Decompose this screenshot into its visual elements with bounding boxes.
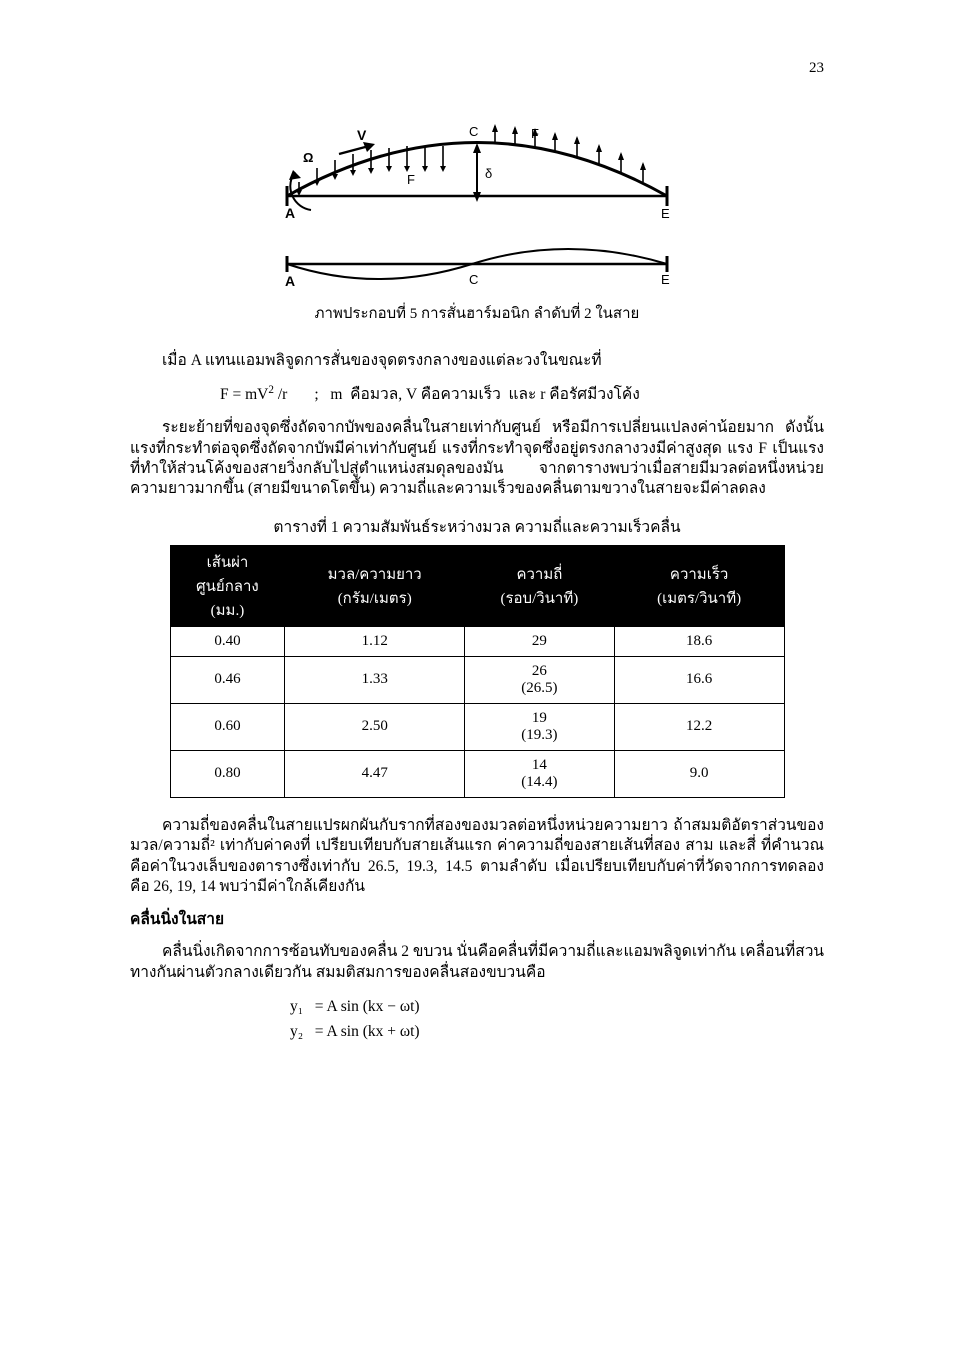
eq-f: F bbox=[220, 387, 229, 404]
table-1: ตารางที่ 1 ความสัมพันธ์ระหว่างมวล ความถี… bbox=[130, 514, 824, 798]
label-a-upper: A bbox=[285, 205, 295, 221]
table-cell: 1.12 bbox=[285, 626, 465, 656]
paragraph-4: ความถี่ของคลื่นในสายแปรผกผันกับรากที่สอง… bbox=[130, 816, 824, 898]
paragraph-5: คลื่นนิ่งเกิดจากการซ้อนทับของคลื่น 2 ขบว… bbox=[130, 942, 824, 983]
eq-y1-rhs: = A sin (kx − ωt) bbox=[315, 998, 420, 1015]
table-cell: 19(19.3) bbox=[465, 703, 615, 750]
paragraph-1: เมื่อ A แทนแอมพลิจูดการสั่นของจุดตรงกลาง… bbox=[130, 351, 824, 371]
table-cell: 18.6 bbox=[614, 626, 784, 656]
table-cell: 14(14.4) bbox=[465, 750, 615, 797]
label-v: V bbox=[357, 127, 367, 143]
label-e-lower: E bbox=[661, 272, 670, 287]
table-cell: 0.80 bbox=[170, 750, 285, 797]
table-row: 0.60 2.50 19(19.3) 12.2 bbox=[170, 703, 784, 750]
label-omega: Ω bbox=[303, 150, 313, 165]
table-h2: มวล/ความยาว bbox=[328, 567, 422, 583]
table-cell: 4.47 bbox=[285, 750, 465, 797]
label-f-right: F bbox=[531, 126, 539, 141]
eq-y1-label: y₁ bbox=[290, 998, 303, 1015]
page-number: 23 bbox=[809, 60, 824, 77]
table-cell: 29 bbox=[465, 626, 615, 656]
table-cell: 16.6 bbox=[614, 656, 784, 703]
table-cell: 0.46 bbox=[170, 656, 285, 703]
section-heading: คลื่นนิ่งในสาย bbox=[130, 910, 824, 930]
left-down-arrows bbox=[296, 146, 446, 196]
table-h4: ความเร็ว bbox=[670, 567, 728, 583]
paragraph-3: ระยะย้ายที่ของจุดซึ่งถัดจากบัพของคลื่นใน… bbox=[130, 418, 824, 500]
eq-mv2: mV bbox=[245, 387, 268, 404]
label-c-upper: C bbox=[469, 124, 478, 139]
table-cell: 12.2 bbox=[614, 703, 784, 750]
table-u1: (มม.) bbox=[211, 603, 245, 619]
figure-5-lower: A C E bbox=[277, 242, 677, 297]
eq-y2-label: y₂ bbox=[290, 1023, 303, 1040]
table-row: 0.80 4.47 14(14.4) 9.0 bbox=[170, 750, 784, 797]
table-row: 0.46 1.33 26(26.5) 16.6 bbox=[170, 656, 784, 703]
label-c-lower: C bbox=[469, 272, 478, 287]
eq-over-r: /r bbox=[278, 387, 287, 404]
table-row: 0.40 1.12 29 18.6 bbox=[170, 626, 784, 656]
table-u3: (รอบ/วินาที) bbox=[501, 591, 579, 607]
table-cell: 0.60 bbox=[170, 703, 285, 750]
table-cell: 2.50 bbox=[285, 703, 465, 750]
label-f-left: F bbox=[407, 172, 415, 187]
label-a-lower: A bbox=[285, 273, 295, 289]
eq-legend: ; m คือมวล, V คือความเร็ว และ r คือรัศมี… bbox=[291, 387, 640, 404]
equation-f-centripetal: F = mV2 /r ; m คือมวล, V คือความเร็ว และ… bbox=[130, 383, 824, 406]
table-u4: (เมตร/วินาที) bbox=[657, 591, 741, 607]
table-cell: 0.40 bbox=[170, 626, 285, 656]
table-cell: 1.33 bbox=[285, 656, 465, 703]
table-1-title: ตารางที่ 1 ความสัมพันธ์ระหว่างมวล ความถี… bbox=[130, 514, 824, 539]
label-e-upper: E bbox=[661, 206, 670, 221]
table-header-row: เส้นผ่าศูนย์กลาง (มม.) มวล/ความยาว (กรัม… bbox=[170, 545, 784, 626]
wave-equations: y₁ = A sin (kx − ωt) y₂ = A sin (kx + ωt… bbox=[290, 995, 824, 1045]
table-h3: ความถี่ bbox=[516, 567, 562, 583]
table-h1: เส้นผ่าศูนย์กลาง bbox=[196, 555, 259, 595]
table-u2: (กรัม/เมตร) bbox=[338, 591, 412, 607]
figure-5-caption: ภาพประกอบที่ 5 การสั่นฮาร์มอนิก ลำดับที่… bbox=[130, 301, 824, 325]
eq-y2-rhs: = A sin (kx + ωt) bbox=[315, 1023, 420, 1040]
label-delta: δ bbox=[485, 166, 492, 181]
figure-5-upper: Ω V F C F δ A E bbox=[277, 124, 677, 234]
table-cell: 9.0 bbox=[614, 750, 784, 797]
eq-eq: = bbox=[233, 387, 246, 404]
table-cell: 26(26.5) bbox=[465, 656, 615, 703]
